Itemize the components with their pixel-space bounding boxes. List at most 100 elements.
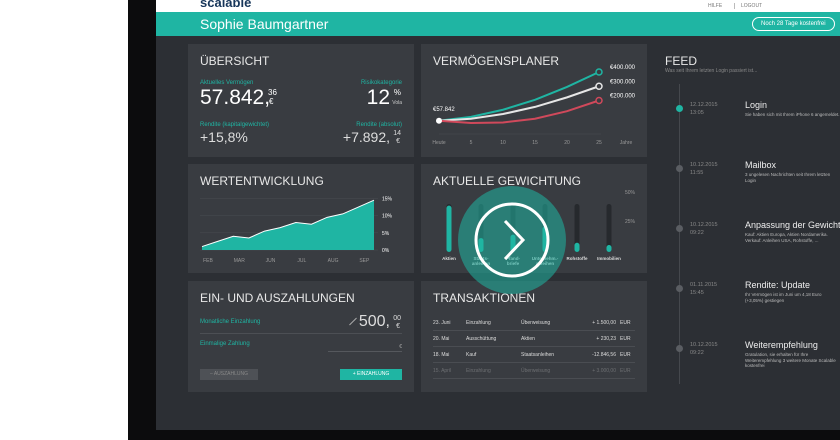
timeline-dot — [676, 345, 683, 352]
withdraw-button[interactable]: – AUSZAHLUNG — [200, 369, 258, 380]
feed-date: 10.12.2015 — [690, 342, 718, 348]
performance-panel: WERTENTWICKLUNG 0% 5% 10% 15% FEB MAR JUN JUL AUG… — [188, 164, 414, 273]
help-link[interactable]: HILFE — [708, 3, 723, 9]
cell: + 230,23 — [596, 336, 616, 342]
feed-item-title: Rendite: Update — [745, 280, 811, 290]
panel-title: ÜBERSICHT — [200, 54, 270, 68]
x-tick-label: 25 — [596, 140, 602, 146]
feed-subtitle: Was seit Ihrem letzten Login passiert is… — [665, 68, 758, 74]
planner-chart: Heute 5 10 15 20 25 Jahre €200.000 €300.000 €400.… — [432, 65, 636, 146]
play-arrow — [503, 219, 526, 261]
trial-button[interactable]: Noch 28 Tage kostenfrei — [752, 17, 835, 31]
feed-item-text: Kauf: Aktien Europa, Aktien Nordamerika.… — [745, 232, 828, 243]
cell: EUR — [620, 352, 631, 358]
bar — [574, 242, 580, 252]
area-line — [201, 199, 375, 248]
end-point — [595, 82, 603, 90]
row-divider — [433, 378, 635, 379]
cell: 15. April — [433, 368, 452, 374]
category-label: Rohstoffe — [566, 256, 588, 261]
label: Rendite (kapitalgewichtet) — [200, 122, 270, 128]
feed-item-text: Sie haben sich mit Ihrem iPhone 6 angeme… — [745, 112, 840, 117]
x-tick-label: Heute — [432, 140, 446, 146]
user-name: Sophie Baumgartner — [200, 16, 329, 32]
user-bar: Sophie Baumgartner Noch 28 Tage kostenfre… — [156, 12, 840, 36]
category-label: Immobilien — [597, 256, 621, 261]
cell: 18. Mai — [433, 352, 450, 358]
divider — [200, 333, 402, 334]
y-tick-label: 0% — [382, 248, 390, 254]
feed-item-title: Weiterempfehlung — [745, 340, 818, 350]
return-abs-unit: € — [396, 138, 400, 145]
play-halo — [458, 186, 566, 294]
cell: 20. Mai — [433, 336, 450, 342]
input-line[interactable] — [328, 351, 402, 352]
planner-panel: VERMÖGENSPLANER Heute 5 10 15 20 25 Jahre €200.0… — [421, 44, 647, 157]
cell: Überweisung — [521, 320, 551, 326]
panel-title: VERMÖGENSPLANER — [433, 54, 560, 68]
assets-cents: 36 — [268, 88, 277, 97]
cell: EUR — [620, 368, 631, 374]
timeline-dot — [676, 165, 683, 172]
play-ring — [474, 202, 550, 278]
planner-line — [438, 71, 600, 122]
row-divider — [433, 362, 635, 363]
x-tick-label: 20 — [564, 140, 570, 146]
logo: scalable — [200, 0, 252, 10]
label: Monatliche Einzahlung — [200, 319, 261, 325]
feed-item-text: Ihr Vermögen ist im Juni um 4,18 Euro (+… — [745, 292, 822, 303]
label: Aktuelles Vermögen — [200, 80, 254, 86]
cell: Einzahlung — [466, 320, 491, 326]
x-tick-label: FEB — [203, 258, 213, 264]
once-unit: € — [399, 344, 402, 350]
bar — [606, 245, 612, 252]
risk-value: 12 — [366, 86, 390, 109]
monthly-unit: € — [396, 323, 400, 330]
cell: + 3.000,00 — [592, 368, 616, 374]
performance-chart: 0% 5% 10% 15% FEB MAR JUN JUL AUG SEP — [200, 196, 393, 264]
feed-item-title: Mailbox — [745, 160, 777, 170]
feed-date: 10.12.2015 — [690, 222, 718, 228]
y-tick-label: 25% — [625, 219, 636, 225]
y-tick-label: 5% — [382, 231, 390, 237]
x-tick-label: JUN — [266, 258, 276, 264]
cell: EUR — [620, 336, 631, 342]
panel-title: TRANSAKTIONEN — [433, 291, 536, 305]
x-tick-label: JUL — [297, 258, 306, 264]
category-label: Aktien — [442, 256, 456, 261]
timeline-dot — [676, 285, 683, 292]
logout-link[interactable]: LOGOUT — [741, 3, 763, 9]
y-tick-label: €200.000 — [610, 94, 636, 100]
play-button[interactable] — [457, 185, 567, 295]
y-tick-label: 15% — [382, 196, 393, 202]
timeline-dot — [676, 225, 683, 232]
planner-line — [438, 99, 600, 125]
feed-date: 01.11.2015 — [690, 282, 718, 288]
feed-date: 10.12.2015 — [690, 162, 718, 168]
feed-time: 11:55 — [690, 170, 704, 176]
feed-time: 09:22 — [690, 350, 704, 356]
timeline-dot — [676, 105, 683, 112]
y-tick-label: €400.000 — [610, 65, 636, 71]
feed-date: 12.12.2015 — [690, 102, 718, 108]
row-divider — [433, 346, 635, 347]
deposit-button[interactable]: + EINZAHLUNG — [340, 369, 402, 380]
risk-sub: Vola — [392, 100, 402, 106]
top-header: scalable HILFE LOGOUT — [156, 0, 840, 12]
bar-track — [606, 204, 612, 252]
monthly-cents: 00 — [393, 315, 401, 322]
edit-icon — [349, 317, 357, 326]
assets-value: 57.842, — [200, 86, 271, 109]
transactions-panel: TRANSAKTIONEN 23. Juni Einzahlung Überweisu… — [421, 281, 647, 392]
y-tick-label: 50% — [625, 190, 636, 196]
feed-time: 15:45 — [690, 290, 704, 296]
cell: Kauf — [466, 352, 477, 358]
timeline — [679, 84, 680, 384]
feed-item-text: Gratulation, sie erhalten für Ihre Weite… — [745, 352, 836, 368]
risk-unit: % — [393, 88, 401, 97]
cell: Ausschüttung — [466, 336, 497, 342]
feed-title: FEED — [665, 54, 698, 68]
cell: + 1.500,00 — [592, 320, 616, 326]
label: Risikokategorie — [360, 80, 402, 86]
